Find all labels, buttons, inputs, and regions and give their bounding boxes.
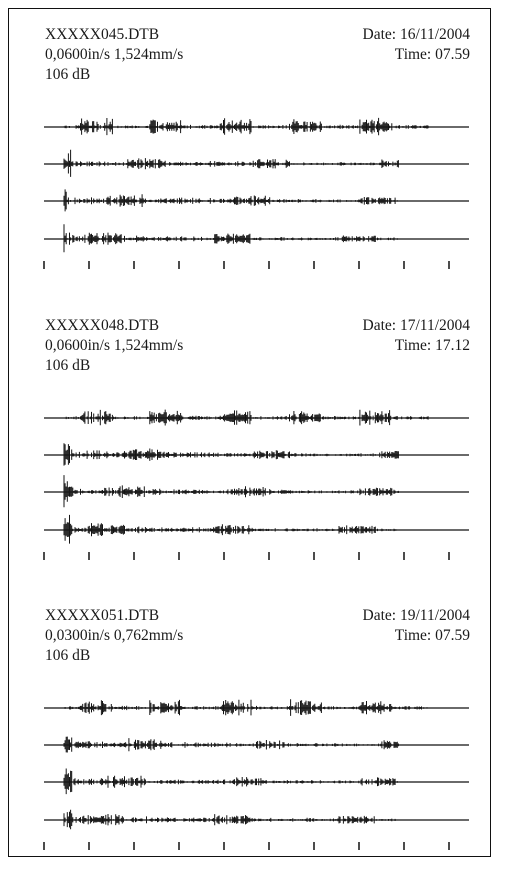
record-date: Date: 17/11/2004	[362, 317, 470, 334]
trace-waveform-4	[63, 514, 399, 544]
record-3: XXXXX051.DTB Date: 19/11/2004 0,0300in/s 0…	[9, 608, 490, 888]
seismograph-panel: XXXXX045.DTB Date: 16/11/2004 0,0600in/s 1…	[8, 8, 491, 857]
trace-waveform-3	[63, 475, 399, 508]
trace-waveform-1	[63, 117, 429, 136]
trace-waveform-4	[63, 224, 399, 253]
trace-waveform-2	[63, 149, 399, 177]
record-speed: 0,0300in/s 0,762mm/s	[45, 627, 184, 644]
record-filename: XXXXX045.DTB	[45, 26, 160, 43]
record-1: XXXXX045.DTB Date: 16/11/2004 0,0600in/s 1…	[9, 27, 490, 307]
record-traces	[43, 117, 469, 269]
trace-waveform-4	[63, 809, 399, 830]
trace-waveform-2	[63, 736, 399, 753]
trace-waveform-3	[63, 768, 399, 795]
record-time: Time: 07.59	[394, 46, 470, 63]
record-traces	[43, 409, 469, 560]
record-time: Time: 17.12	[394, 337, 470, 354]
record-traces	[43, 699, 469, 850]
record-filename: XXXXX051.DTB	[45, 607, 160, 624]
record-level: 106 dB	[45, 647, 91, 664]
record-date: Date: 19/11/2004	[362, 607, 470, 624]
record-level: 106 dB	[45, 66, 91, 83]
record-date: Date: 16/11/2004	[362, 26, 470, 43]
trace-waveform-2	[63, 443, 399, 466]
record-speed: 0,0600in/s 1,524mm/s	[45, 46, 184, 63]
trace-waveform-1	[63, 409, 429, 426]
record-level: 106 dB	[45, 357, 91, 374]
trace-waveform-1	[63, 699, 429, 716]
record-speed: 0,0600in/s 1,524mm/s	[45, 337, 184, 354]
record-time: Time: 07.59	[394, 627, 470, 644]
record-2: XXXXX048.DTB Date: 17/11/2004 0,0600in/s 1…	[9, 318, 490, 598]
record-filename: XXXXX048.DTB	[45, 317, 160, 334]
